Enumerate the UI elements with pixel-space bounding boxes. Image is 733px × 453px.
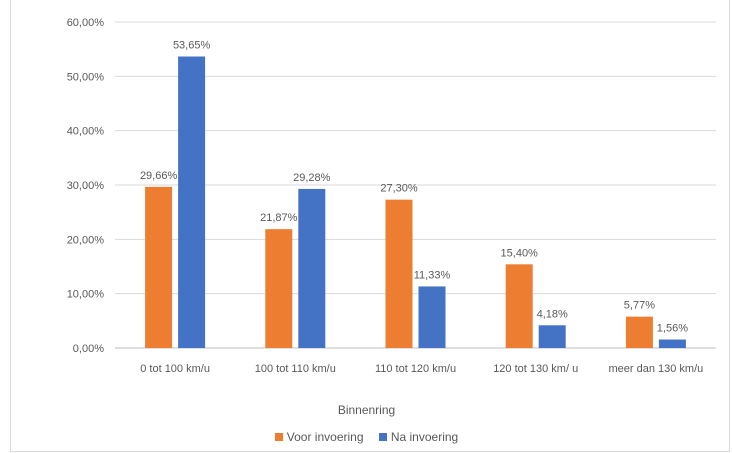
legend-label-na: Na invoering [390, 430, 459, 444]
x-axis-ticks: 0 tot 100 km/u 100 tot 110 km/u 110 tot 12… [140, 363, 703, 375]
data-labels-layer: 29,66% 53,65% 21,87% 29,28% 27,30% 11,33% 15,4… [140, 40, 688, 335]
y-axis-ticks: 0,00% 10,00% 20,00% 30,00% 40,00% 50,00% 60,00… [67, 17, 105, 355]
y-tick-label: 40,00% [67, 126, 105, 138]
data-label: 15,40% [501, 247, 539, 259]
data-label: 29,66% [140, 170, 178, 182]
bar-voor [145, 186, 173, 348]
bar-voor [505, 264, 533, 348]
x-tick-label: 100 tot 110 km/u [255, 363, 336, 375]
y-tick-label: 0,00% [73, 343, 104, 355]
bar-na [538, 325, 566, 348]
bars-layer [145, 56, 686, 348]
y-tick-label: 30,00% [67, 180, 105, 192]
x-tick-label: 0 tot 100 km/u [140, 363, 210, 375]
bar-na [658, 339, 686, 348]
bar-voor [265, 229, 293, 348]
y-tick-label: 20,00% [67, 234, 105, 246]
legend-swatch-na [378, 433, 387, 441]
data-label: 4,18% [537, 308, 568, 320]
bar-voor [385, 199, 413, 348]
legend-item-voor: Voor invoering [274, 430, 364, 444]
bar-na [298, 188, 326, 348]
bar-voor [625, 316, 653, 348]
data-label: 5,77% [624, 300, 655, 312]
grid-layer [115, 21, 716, 349]
y-tick-label: 60,00% [67, 17, 105, 29]
bar-na [178, 56, 206, 348]
data-label: 27,30% [380, 183, 418, 195]
legend-swatch-voor [274, 433, 283, 441]
data-label: 53,65% [173, 40, 211, 52]
x-tick-label: 110 tot 120 km/u [375, 363, 456, 375]
x-axis-title: Binnenring [337, 403, 396, 417]
data-label: 1,56% [657, 323, 688, 335]
bar-na [418, 286, 446, 348]
legend: Voor invoering Na invoering [0, 430, 733, 444]
chart-frame [10, 0, 730, 452]
y-tick-label: 10,00% [67, 289, 105, 301]
data-label: 11,33% [414, 269, 451, 281]
data-label: 29,28% [293, 172, 331, 184]
x-tick-label: 120 tot 130 km/ u [493, 363, 578, 375]
legend-label-voor: Voor invoering [286, 430, 364, 444]
y-tick-label: 50,00% [67, 71, 105, 83]
legend-item-na: Na invoering [378, 430, 459, 444]
data-label: 21,87% [260, 212, 298, 224]
x-tick-label: meer dan 130 km/u [609, 363, 704, 375]
